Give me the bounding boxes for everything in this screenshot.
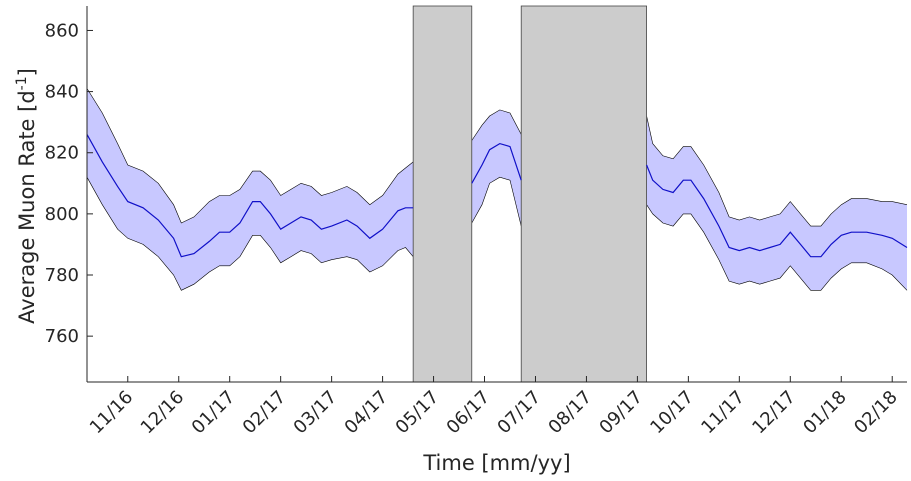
x-tick-label: 12/16	[137, 387, 189, 439]
x-tick-label: 03/17	[290, 387, 342, 439]
x-tick-label: 04/17	[341, 387, 393, 439]
y-ticks: 760 780 800 820 840 860	[45, 20, 93, 347]
x-tick-label: 12/17	[748, 387, 800, 439]
band-upper-edge-3	[646, 115, 908, 227]
y-tick-label: 760	[45, 326, 79, 347]
y-axis-title-tail: ]	[15, 68, 39, 76]
band-lower-edge-1	[86, 177, 414, 291]
band-upper-edge-2	[471, 109, 522, 141]
x-ticks: 11/16 12/16 01/17 02/17 03/17 04/17 05/17 06/17…	[86, 376, 902, 438]
x-tick-label: 02/18	[850, 387, 902, 439]
x-axis-title: Time [mm/yy]	[422, 451, 570, 475]
band-lower-edge-2	[471, 176, 522, 227]
x-tick-label: 02/17	[239, 387, 291, 439]
data-gap-2	[520, 5, 647, 383]
confidence-band-2	[471, 109, 522, 227]
y-tick-label: 780	[45, 265, 79, 286]
x-tick-label: 10/17	[646, 387, 698, 439]
x-tick-label: 08/17	[544, 387, 596, 439]
y-axis-title: Average Muon Rate [d-1]	[14, 68, 39, 324]
x-tick-label: 06/17	[443, 387, 495, 439]
x-tick-label: 01/17	[188, 387, 240, 439]
band-upper-edge-1	[86, 88, 414, 224]
x-tick-label: 05/17	[392, 387, 444, 439]
y-tick-label: 800	[45, 204, 79, 225]
series-line-segment-2	[471, 142, 522, 184]
x-tick-label: 01/18	[799, 387, 851, 439]
confidence-band-3	[646, 116, 907, 291]
x-tick-label: 11/16	[86, 387, 138, 439]
confidence-band-layer	[86, 88, 908, 291]
y-axis-title-main: Average Muon Rate [d	[15, 90, 39, 324]
data-gap-1	[412, 5, 473, 383]
y-axis-title-sup: -1	[14, 76, 30, 90]
confidence-band-1	[87, 88, 414, 291]
series-line-segment-1	[86, 134, 414, 258]
y-tick-label: 840	[45, 82, 79, 103]
plot-area	[86, 5, 908, 383]
series-line-layer	[86, 134, 908, 258]
series-line-segment-3	[646, 164, 908, 258]
x-tick-label: 07/17	[493, 387, 545, 439]
data-gap-layer	[412, 5, 647, 383]
y-tick-label: 860	[45, 20, 79, 41]
x-tick-label: 09/17	[595, 387, 647, 439]
band-lower-edge-3	[646, 204, 908, 291]
y-tick-label: 820	[45, 143, 79, 164]
x-tick-label: 11/17	[697, 387, 749, 439]
